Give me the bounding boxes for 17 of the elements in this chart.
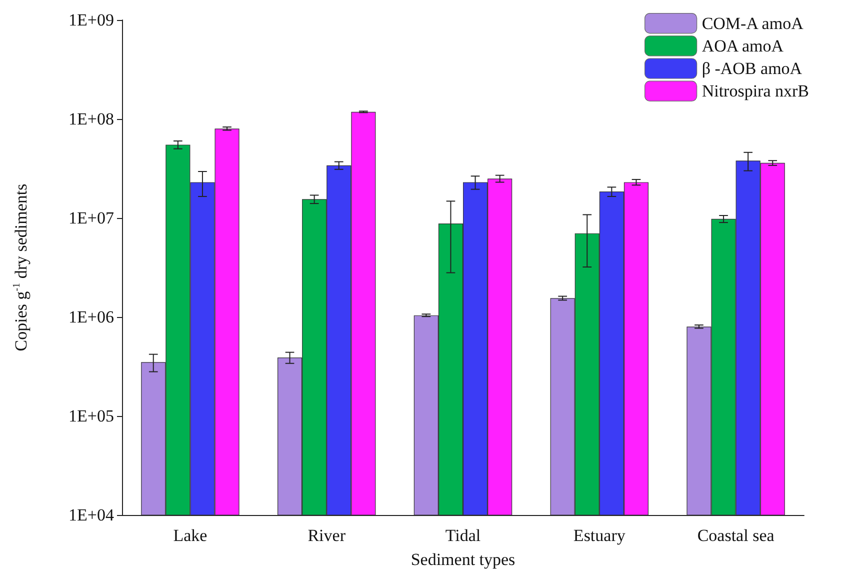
- x-tick-label: Tidal: [445, 526, 481, 545]
- y-tick-label: 1E+04: [68, 506, 114, 524]
- legend-label: Nitrospira nxrB: [702, 82, 810, 101]
- y-axis-title: Copies g-1 dry sediments: [12, 184, 30, 352]
- x-tick-label: Lake: [173, 526, 208, 545]
- x-tick-label: Estuary: [573, 526, 626, 545]
- x-axis-title: Sediment types: [410, 550, 516, 569]
- y-tick-label: 1E+05: [68, 406, 114, 426]
- legend-label: AOA amoA: [702, 36, 784, 56]
- y-tick-label: 1E+06: [68, 308, 114, 326]
- legend-label: COM-A amoA: [702, 14, 804, 33]
- legend-label: β -AOB amoA: [702, 59, 803, 78]
- y-tick-label: 1E+09: [68, 10, 114, 30]
- x-tick-label: Coastal sea: [697, 526, 775, 545]
- y-tick-label: 1E+07: [68, 208, 114, 228]
- y-tick-label: 1E+08: [68, 110, 114, 128]
- x-tick-label: River: [308, 526, 346, 545]
